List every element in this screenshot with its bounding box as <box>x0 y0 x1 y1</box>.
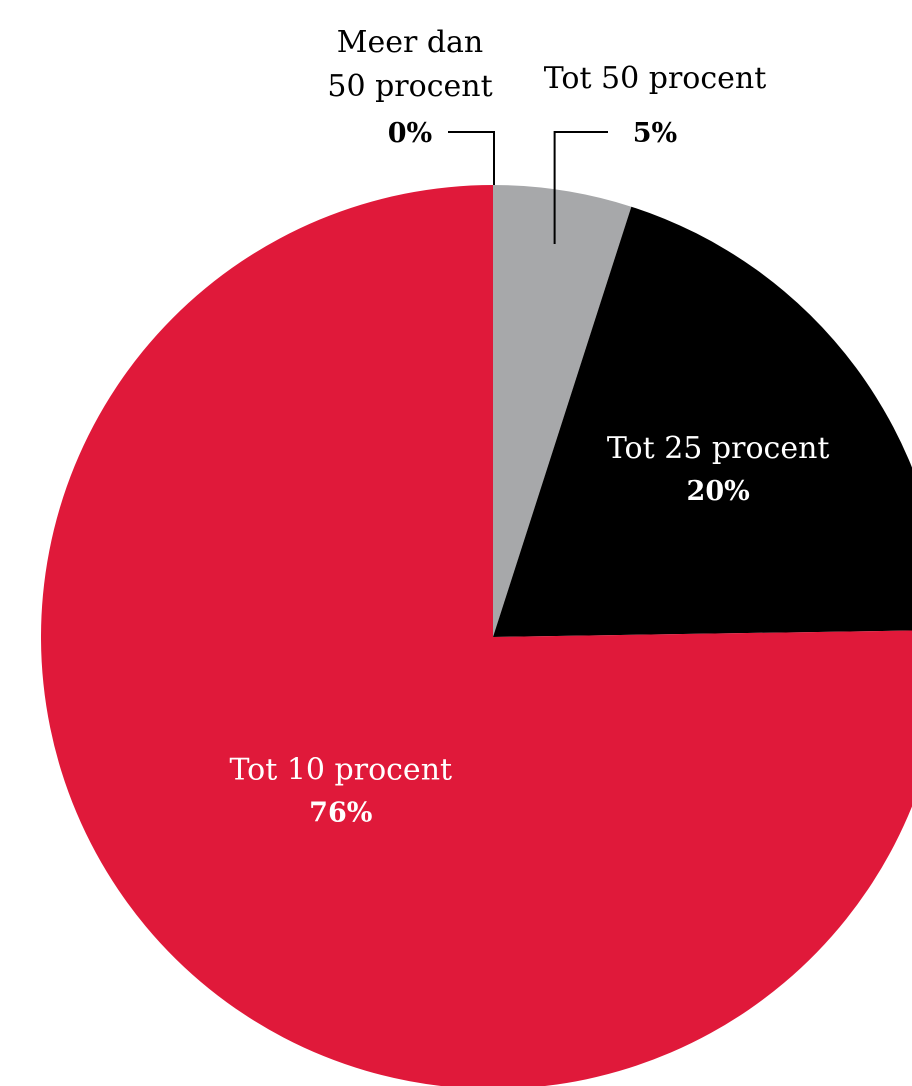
leader-line <box>553 131 608 245</box>
slice-label-text: 50 procent <box>327 69 492 104</box>
slice-label-meer-dan-50-procent: Meer dan 50 procent 0% <box>327 25 492 149</box>
pie-slice-tot-25-procent <box>493 206 912 637</box>
leader-line <box>448 131 495 185</box>
slice-label-text: Tot 10 procent <box>229 753 452 788</box>
slice-percent-label: 0% <box>388 118 432 149</box>
slice-percent-label: 76% <box>309 798 372 829</box>
slice-label-tot-50-procent: Tot 50 procent 5% <box>544 61 767 149</box>
slice-label-tot-25-procent: Tot 25 procent 20% <box>607 431 830 507</box>
slice-percent-label: 5% <box>633 118 677 149</box>
pie-slice-tot-50-procent <box>493 185 632 637</box>
pie-slice-tot-10-procent <box>41 185 912 1086</box>
slice-label-text: Tot 50 procent <box>544 61 767 96</box>
slice-percent-label: 20% <box>687 476 750 507</box>
slice-label-text: Meer dan <box>337 25 484 60</box>
slice-label-text: Tot 25 procent <box>607 431 830 466</box>
slice-label-tot-10-procent: Tot 10 procent 76% <box>229 753 452 829</box>
